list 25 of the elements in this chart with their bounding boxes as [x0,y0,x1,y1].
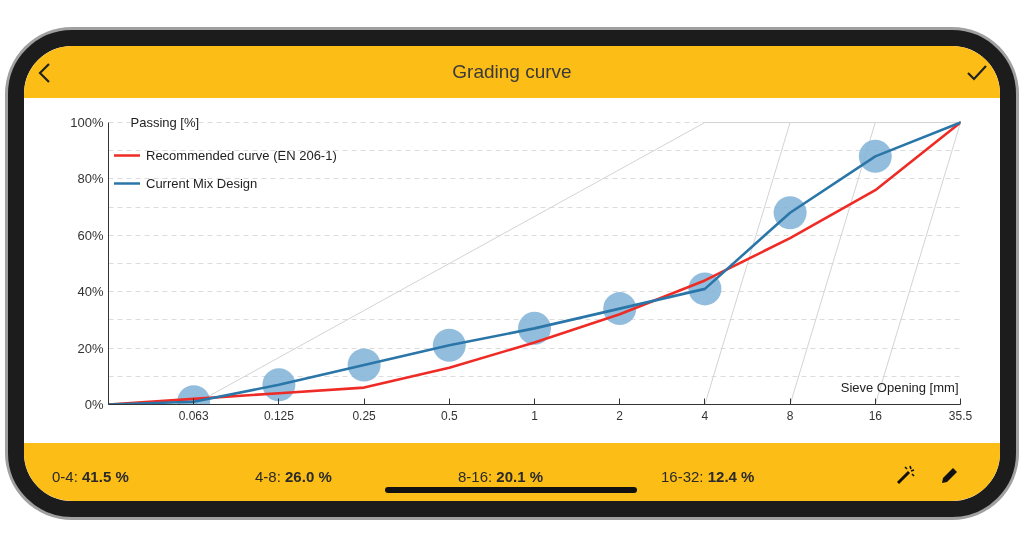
y-tick-label: 60% [77,227,104,243]
x-tick-label: 16 [868,408,883,423]
x-tick-label: 35.5 [948,408,973,423]
legend-label: Current Mix Design [146,174,258,193]
text: 0-4: 41.5 % [52,467,129,487]
x-tick-label: 1 [531,408,539,423]
chart-title: Grading curve [24,46,1000,98]
text: 8-16: 20.1 % [458,467,544,487]
y-tick-label: 100% [70,115,104,130]
x-tick-label: 0.25 [352,408,377,423]
y-axis-title: Passing [%] [130,115,200,130]
y-tick-label: 0% [84,397,104,412]
x-tick-label: 4 [701,408,709,423]
y-tick-label: 80% [77,171,104,187]
y-tick-label: 40% [77,284,104,300]
text: 16-32: 12.4 % [661,467,755,487]
x-axis-title: Sieve Opening [mm] [840,379,959,395]
x-tick-label: 2 [616,408,624,423]
y-tick-label: 20% [77,340,104,356]
x-tick-label: 0.125 [263,408,295,423]
x-tick-label: 8 [786,408,794,423]
x-tick-label: 0.5 [440,408,458,423]
text: 4-8: 26.0 % [255,467,332,487]
legend-label: Recommended curve (EN 206-1) [146,146,337,165]
x-tick-label: 0.063 [178,408,210,423]
